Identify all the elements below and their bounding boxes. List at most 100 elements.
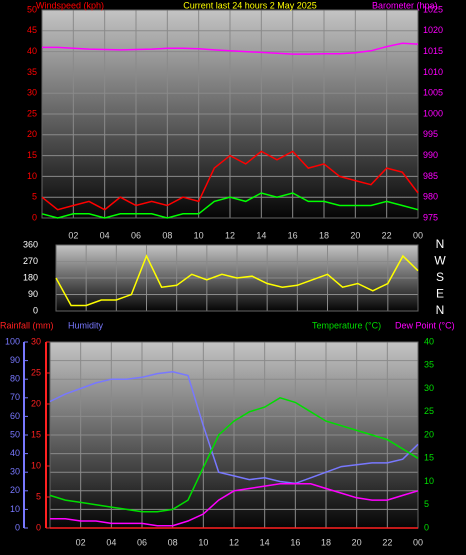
x-tick-label: 08 — [162, 230, 172, 240]
y-tick-label: 360 — [23, 239, 38, 249]
series-line — [49, 396, 419, 513]
x-tick-label: 00 — [413, 230, 423, 240]
y-tick-label: 20 — [10, 485, 20, 495]
series-line — [41, 150, 419, 211]
y-tick-label: 40 — [10, 448, 20, 458]
series-line — [55, 254, 419, 307]
y2-tick-label: 995 — [423, 129, 438, 139]
x-tick-label: 10 — [198, 537, 208, 547]
y2-tick-label: 0 — [424, 522, 429, 532]
y-tick-label: 35 — [27, 67, 37, 77]
y2-tick-label: 1005 — [423, 88, 443, 98]
x-tick-label: 22 — [382, 230, 392, 240]
y-tick-label: 80 — [10, 374, 20, 384]
y3-tick-label: 15 — [31, 429, 41, 439]
y2-tick-label: N — [436, 303, 445, 317]
y-tick-label: 0 — [32, 212, 37, 222]
legend-label: Humidity — [68, 320, 104, 330]
y-tick-label: 50 — [27, 4, 37, 14]
y-tick-label: 20 — [27, 129, 37, 139]
y3-tick-label: 30 — [31, 336, 41, 346]
series-line — [50, 483, 419, 527]
x-tick-label: 08 — [168, 537, 178, 547]
y2-tick-label: S — [436, 270, 444, 284]
y2-tick-label: 35 — [424, 360, 434, 370]
y-tick-label: 25 — [27, 108, 37, 118]
y2-tick-label: 10 — [424, 476, 434, 486]
y3-tick-label: 5 — [36, 491, 41, 501]
y2-tick-label: 1010 — [423, 67, 443, 77]
x-tick-label: 18 — [321, 537, 331, 547]
y-tick-label: 45 — [27, 25, 37, 35]
y-tick-label: 50 — [10, 429, 20, 439]
y-tick-label: 5 — [32, 192, 37, 202]
y2-tick-label: 1025 — [423, 4, 443, 14]
y-tick-label: 180 — [23, 272, 38, 282]
y2-tick-label: 1015 — [423, 46, 443, 56]
y2-tick-label: N — [436, 237, 445, 251]
x-tick-label: 14 — [256, 230, 266, 240]
y2-tick-label: 15 — [424, 453, 434, 463]
y-tick-label: 0 — [15, 522, 20, 532]
y2-tick-label: 30 — [424, 383, 434, 393]
x-tick-label: 14 — [260, 537, 270, 547]
y2-tick-label: 25 — [424, 406, 434, 416]
legend-label: Dew Point (°C) — [395, 320, 455, 330]
plot-border — [41, 9, 419, 219]
x-tick-label: 04 — [100, 230, 110, 240]
y3-tick-label: 20 — [31, 398, 41, 408]
y-tick-label: 100 — [5, 336, 20, 346]
y-tick-label: 60 — [10, 411, 20, 421]
x-tick-label: 06 — [137, 537, 147, 547]
y-tick-label: 270 — [23, 256, 38, 266]
y2-tick-label: 20 — [424, 429, 434, 439]
x-tick-label: 20 — [350, 230, 360, 240]
y2-tick-label: 40 — [424, 336, 434, 346]
axis-label: Barometer (hpa) — [372, 0, 438, 10]
axis-label: Windspeed (kph) — [36, 0, 104, 10]
y-tick-label: 90 — [28, 289, 38, 299]
series-line — [41, 192, 419, 219]
y2-tick-label: 980 — [423, 192, 438, 202]
y2-tick-label: 975 — [423, 212, 438, 222]
x-tick-label: 12 — [229, 537, 239, 547]
y2-tick-label: 1020 — [423, 25, 443, 35]
y3-tick-label: 10 — [31, 460, 41, 470]
x-tick-label: 22 — [382, 537, 392, 547]
series-line — [42, 42, 419, 55]
y-tick-label: 40 — [27, 46, 37, 56]
y2-tick-label: 985 — [423, 171, 438, 181]
y-tick-label: 15 — [27, 150, 37, 160]
y-tick-label: 0 — [33, 305, 38, 315]
y-tick-label: 90 — [10, 355, 20, 365]
x-tick-label: 10 — [194, 230, 204, 240]
y2-tick-label: 5 — [424, 499, 429, 509]
x-tick-label: 18 — [319, 230, 329, 240]
chart-title: Current last 24 hours 2 May 2025 — [183, 0, 317, 10]
x-tick-label: 06 — [131, 230, 141, 240]
x-tick-label: 16 — [290, 537, 300, 547]
y-tick-label: 30 — [10, 467, 20, 477]
x-tick-label: 16 — [288, 230, 298, 240]
series-line — [49, 371, 419, 485]
y-tick-label: 10 — [27, 171, 37, 181]
y2-tick-label: 1000 — [423, 108, 443, 118]
y-tick-label: 70 — [10, 392, 20, 402]
y2-tick-label: W — [434, 254, 446, 268]
x-tick-label: 02 — [76, 537, 86, 547]
x-tick-label: 12 — [225, 230, 235, 240]
x-tick-label: 00 — [413, 537, 423, 547]
x-tick-label: 20 — [352, 537, 362, 547]
y-tick-label: 30 — [27, 88, 37, 98]
y-tick-label: 10 — [10, 504, 20, 514]
x-tick-label: 04 — [106, 537, 116, 547]
y3-tick-label: 0 — [36, 522, 41, 532]
y3-tick-label: 25 — [31, 367, 41, 377]
x-tick-label: 02 — [68, 230, 78, 240]
y2-tick-label: 990 — [423, 150, 438, 160]
y2-tick-label: E — [436, 287, 444, 301]
legend-label: Temperature (°C) — [312, 320, 381, 330]
legend-label: Rainfall (mm) — [0, 320, 54, 330]
